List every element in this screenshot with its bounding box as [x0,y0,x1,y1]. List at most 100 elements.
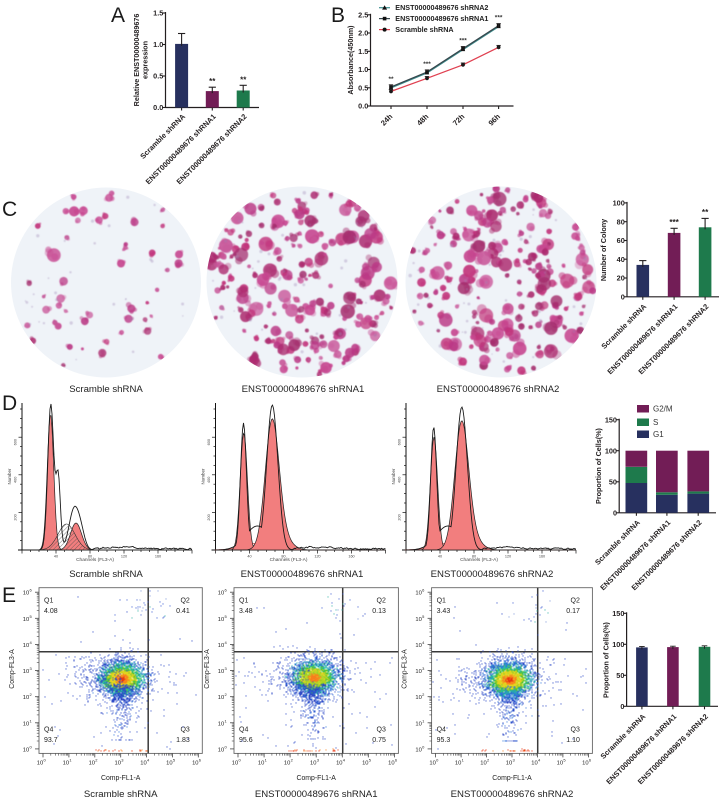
svg-text:ENST00000489676 shRNA2: ENST00000489676 shRNA2 [395,3,488,12]
svg-text:0: 0 [225,744,228,749]
svg-text:0: 0 [621,292,625,301]
svg-text:Q1: Q1 [437,598,446,605]
svg-text:***: *** [423,61,431,68]
svg-text:400: 400 [398,477,402,483]
svg-text:40: 40 [247,555,251,559]
svg-text:E: E [2,584,16,607]
svg-text:10: 10 [23,617,29,623]
svg-text:***: *** [495,15,503,22]
svg-text:0.75: 0.75 [372,737,386,744]
svg-text:Comp-FL1-A: Comp-FL1-A [296,775,336,782]
svg-text:10: 10 [531,760,537,766]
svg-text:200: 200 [14,514,18,520]
svg-text:2.5: 2.5 [358,10,368,19]
svg-text:10: 10 [23,591,29,597]
svg-text:40: 40 [438,555,442,559]
svg-text:1.0: 1.0 [153,40,163,49]
svg-text:Number of Colony: Number of Colony [599,219,608,281]
svg-text:4: 4 [538,757,541,762]
svg-text:10: 10 [23,721,29,727]
svg-text:10: 10 [89,760,95,766]
svg-text:***: *** [459,38,467,45]
svg-text:10: 10 [557,760,563,766]
svg-text:Comp-FL1-A: Comp-FL1-A [492,775,532,782]
svg-text:40: 40 [54,555,58,559]
svg-text:1: 1 [225,718,228,723]
svg-text:G2/M: G2/M [653,405,673,414]
svg-text:150: 150 [612,609,624,618]
svg-text:1: 1 [265,757,268,762]
svg-text:4: 4 [422,640,425,645]
svg-text:6: 6 [422,588,425,593]
svg-text:600: 600 [14,439,18,445]
svg-text:A: A [111,4,125,27]
svg-text:Q1: Q1 [239,598,248,605]
svg-text:Scramble shRNA: Scramble shRNA [84,789,158,800]
svg-text:10: 10 [218,747,224,753]
svg-text:3.48: 3.48 [239,608,253,615]
svg-text:Channels (FL3-A): Channels (FL3-A) [270,557,308,563]
svg-text:0.5: 0.5 [153,72,163,81]
svg-text:10: 10 [63,760,69,766]
svg-text:1: 1 [422,718,425,723]
svg-text:Q3: Q3 [377,727,386,734]
svg-text:ENST00000489676 shRNA2: ENST00000489676 shRNA2 [451,789,574,800]
svg-text:2: 2 [30,692,33,697]
svg-text:10: 10 [23,747,29,753]
svg-text:200: 200 [398,514,402,520]
svg-text:150: 150 [605,415,617,424]
svg-text:100: 100 [613,199,625,208]
svg-text:Channels (FL3-A): Channels (FL3-A) [76,557,114,563]
svg-text:Q1: Q1 [44,598,53,605]
svg-text:2: 2 [225,692,228,697]
svg-text:50: 50 [616,671,624,680]
svg-text:10: 10 [218,721,224,727]
svg-text:0.41: 0.41 [176,608,190,615]
svg-text:4: 4 [30,640,33,645]
svg-text:4.08: 4.08 [44,608,58,615]
svg-text:Q3: Q3 [180,727,189,734]
svg-text:2: 2 [487,757,490,762]
svg-text:10: 10 [415,617,421,623]
svg-text:***: *** [669,218,679,227]
svg-text:600: 600 [207,439,211,445]
svg-text:1: 1 [69,757,72,762]
svg-text:10: 10 [218,695,224,701]
svg-text:120: 120 [314,555,320,559]
svg-text:10: 10 [140,760,146,766]
svg-text:0.0: 0.0 [358,102,368,111]
svg-text:Scramble shRNA: Scramble shRNA [395,25,453,34]
svg-text:ENST00000489676 shRNA2: ENST00000489676 shRNA2 [431,569,554,580]
svg-text:10: 10 [23,669,29,675]
svg-text:10: 10 [192,760,198,766]
svg-text:Q2: Q2 [180,598,189,605]
svg-text:0.13: 0.13 [372,608,386,615]
svg-text:Comp-FL3-A: Comp-FL3-A [204,649,211,689]
svg-text:10: 10 [23,643,29,649]
svg-text:**: ** [388,76,394,83]
svg-text:120: 120 [505,555,511,559]
svg-text:3: 3 [513,757,516,762]
svg-text:10: 10 [506,760,512,766]
svg-text:20: 20 [617,274,625,283]
svg-text:**: ** [209,77,216,86]
svg-text:10: 10 [415,721,421,727]
svg-text:10: 10 [218,643,224,649]
svg-text:ENST00000489676 shRNA1: ENST00000489676 shRNA1 [255,789,378,800]
svg-text:10: 10 [258,760,264,766]
svg-text:2: 2 [291,757,294,762]
svg-text:80: 80 [88,555,92,559]
svg-text:10: 10 [415,747,421,753]
svg-text:Number: Number [7,468,12,485]
svg-text:3: 3 [422,666,425,671]
svg-text:6: 6 [395,757,398,762]
svg-text:2: 2 [422,692,425,697]
svg-text:1.5: 1.5 [358,47,368,56]
svg-text:6: 6 [225,588,228,593]
svg-text:2.0: 2.0 [358,29,368,38]
svg-text:60: 60 [617,236,625,245]
svg-text:Q4: Q4 [44,727,53,734]
svg-text:5: 5 [369,757,372,762]
svg-text:10: 10 [37,760,43,766]
svg-text:1.10: 1.10 [566,737,580,744]
